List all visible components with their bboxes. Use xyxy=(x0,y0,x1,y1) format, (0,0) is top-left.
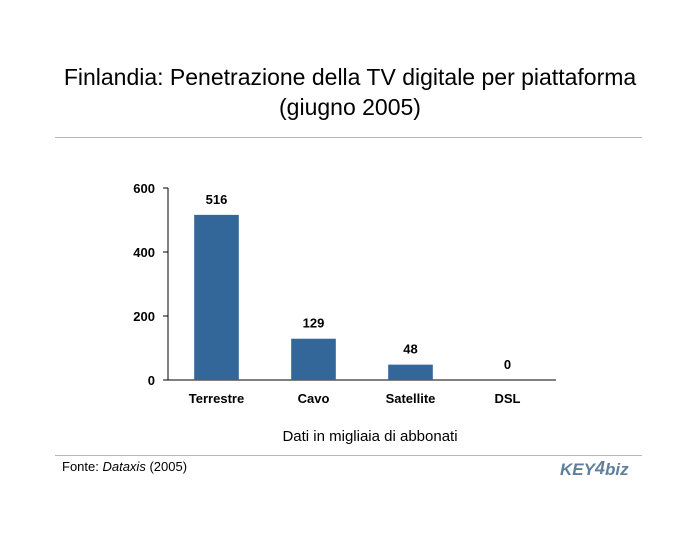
x-tick-label-terrestre: Terrestre xyxy=(189,391,244,406)
logo-wordmark: KEY4biz xyxy=(560,458,629,479)
data-label-dsl: 0 xyxy=(504,357,511,372)
x-axis-label: Dati in migliaia di abbonati xyxy=(282,428,458,445)
data-label-satellite: 48 xyxy=(403,342,417,357)
key4biz-logo: KEY4biz xyxy=(560,458,629,479)
data-label-terrestre: 516 xyxy=(206,192,228,207)
source-note: Fonte: Dataxis (2005) xyxy=(62,459,187,474)
x-tick-label-dsl: DSL xyxy=(495,391,521,406)
bottom-divider xyxy=(55,455,642,456)
chart-title-line-1: Finlandia: Penetrazione della TV digital… xyxy=(63,64,637,90)
y-tick-label: 0 xyxy=(148,373,155,388)
x-tick-label-satellite: Satellite xyxy=(386,391,436,406)
chart-title: Finlandia: Penetrazione della TV digital… xyxy=(30,62,670,122)
bar-cavo xyxy=(291,338,336,380)
source-suffix: (2005) xyxy=(145,459,188,474)
logo-part-biz: biz xyxy=(605,460,629,479)
data-label-cavo: 129 xyxy=(303,316,325,331)
chart-title-line-2: (giugno 2005) xyxy=(279,94,421,120)
logo-part-4: 4 xyxy=(594,458,605,478)
x-tick-label-cavo: Cavo xyxy=(298,391,330,406)
bar-terrestre xyxy=(194,214,239,380)
source-prefix: Fonte: xyxy=(62,459,103,474)
top-divider xyxy=(55,137,642,138)
logo-part-key: KEY xyxy=(560,460,597,479)
y-tick-label: 400 xyxy=(133,245,155,260)
y-tick-label: 600 xyxy=(133,181,155,196)
y-tick-label: 200 xyxy=(133,309,155,324)
source-name: Dataxis xyxy=(102,459,146,474)
bar-satellite xyxy=(388,364,433,380)
